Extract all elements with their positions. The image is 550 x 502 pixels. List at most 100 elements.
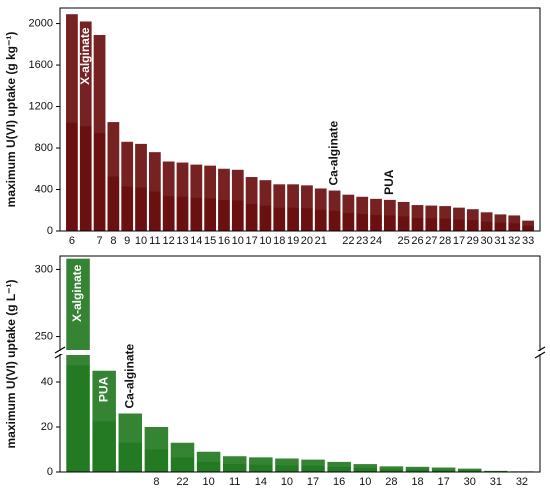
bar-shade xyxy=(135,144,147,188)
bar-shade xyxy=(119,414,142,443)
x-tick-label: 6 xyxy=(69,235,75,247)
x-tick-label: 30 xyxy=(464,476,476,488)
bar-shade xyxy=(190,165,202,198)
x-tick-label: 15 xyxy=(204,235,216,247)
bar-shade xyxy=(327,462,351,467)
y-tick-label: 1200 xyxy=(29,100,53,112)
bar-shade xyxy=(94,35,106,133)
bar-shade xyxy=(232,170,244,201)
x-tick-label: 16 xyxy=(218,235,230,247)
annotation: PUA xyxy=(96,376,110,402)
bar-shade xyxy=(275,459,299,466)
y-tick-label: 300 xyxy=(35,263,53,275)
annotation: PUA xyxy=(382,169,396,195)
x-tick-label: 28 xyxy=(385,476,397,488)
bar-shade xyxy=(467,209,479,220)
annotation: X-alginate xyxy=(78,27,92,85)
bar-shade xyxy=(287,184,299,207)
x-tick-label: 16 xyxy=(333,476,345,488)
bar-shade xyxy=(484,471,508,472)
x-tick-label: 21 xyxy=(315,235,327,247)
x-tick-label: 19 xyxy=(287,235,299,247)
bar-shade xyxy=(356,197,368,214)
bar-shade xyxy=(145,427,169,450)
x-tick-label: 22 xyxy=(342,235,354,247)
y-tick-label: 20 xyxy=(41,421,53,433)
y-tick-label: 2000 xyxy=(29,17,53,29)
bar-shade xyxy=(398,202,410,217)
x-tick-label: 18 xyxy=(273,235,285,247)
bar-shade xyxy=(458,469,482,471)
x-tick-label: 26 xyxy=(411,235,423,247)
x-tick-label: 8 xyxy=(110,235,116,247)
x-tick-label: 10 xyxy=(359,476,371,488)
x-tick-label: 10 xyxy=(281,476,293,488)
x-tick-label: 10 xyxy=(202,476,214,488)
x-tick-label: 25 xyxy=(398,235,410,247)
x-tick-label: 17 xyxy=(245,235,257,247)
bar-shade xyxy=(432,468,456,470)
x-tick-label: 28 xyxy=(439,235,451,247)
annotation: X-alginate xyxy=(70,264,84,322)
bar-shade xyxy=(522,221,534,226)
x-tick-label: 17 xyxy=(307,476,319,488)
bar-shade xyxy=(406,467,430,470)
y-tick-label: 800 xyxy=(35,142,53,154)
bar-shade xyxy=(453,208,465,220)
x-tick-label: 33 xyxy=(522,235,534,247)
bar-shade xyxy=(425,206,437,219)
x-tick-label: 22 xyxy=(176,476,188,488)
y-tick-label: 400 xyxy=(35,183,53,195)
y-tick-label: 1600 xyxy=(29,59,53,71)
x-tick-label: 17 xyxy=(437,476,449,488)
bar-shade xyxy=(66,14,78,122)
bar-shade xyxy=(149,152,161,191)
x-tick-label: 14 xyxy=(190,235,202,247)
x-tick-label: 10 xyxy=(135,235,147,247)
x-tick-label: 20 xyxy=(301,235,313,247)
x-tick-label: 29 xyxy=(467,235,479,247)
y-axis-label: maximum U(VI) uptake (g L⁻¹) xyxy=(4,279,18,448)
annotation: Ca-alginate xyxy=(327,121,341,186)
x-tick-label: 8 xyxy=(153,476,159,488)
x-tick-label: 9 xyxy=(124,235,130,247)
bar-shade xyxy=(329,191,341,211)
x-tick-label: 12 xyxy=(163,235,175,247)
bar-shade xyxy=(481,212,493,221)
bar-shade xyxy=(218,169,230,200)
bar-shade xyxy=(249,457,272,464)
bar-shade xyxy=(171,443,195,458)
x-tick-label: 23 xyxy=(356,235,368,247)
x-tick-label: 30 xyxy=(480,235,492,247)
bar-shade xyxy=(343,195,355,213)
x-tick-label: 11 xyxy=(229,476,240,488)
x-tick-label: 18 xyxy=(411,476,423,488)
bar-shade xyxy=(384,200,396,216)
x-tick-label: 27 xyxy=(425,235,437,247)
x-tick-label: 10 xyxy=(259,235,271,247)
bar-shade xyxy=(197,452,221,462)
x-tick-label: 31 xyxy=(494,235,506,247)
x-tick-label: 7 xyxy=(96,235,102,247)
bar-shade xyxy=(177,163,189,197)
x-tick-label: 24 xyxy=(370,235,382,247)
bar-shade xyxy=(495,214,507,222)
bar-shade xyxy=(354,464,378,468)
bar-shade xyxy=(260,180,272,205)
x-tick-label: 32 xyxy=(516,476,528,488)
x-tick-label: 13 xyxy=(176,235,188,247)
x-tick-label: 10 xyxy=(232,235,244,247)
x-tick-label: 14 xyxy=(255,476,267,488)
bar-shade xyxy=(315,188,327,209)
bar-shade xyxy=(223,456,247,464)
y-tick-label: 0 xyxy=(47,466,53,478)
bar-shade xyxy=(246,177,258,204)
bar-shade xyxy=(204,166,216,199)
bar-shade xyxy=(439,206,451,218)
bar-shade xyxy=(412,205,424,218)
bar-shade xyxy=(508,215,520,223)
y-tick-label: 250 xyxy=(35,330,53,342)
x-tick-label: 32 xyxy=(508,235,520,247)
x-tick-label: 11 xyxy=(149,235,160,247)
